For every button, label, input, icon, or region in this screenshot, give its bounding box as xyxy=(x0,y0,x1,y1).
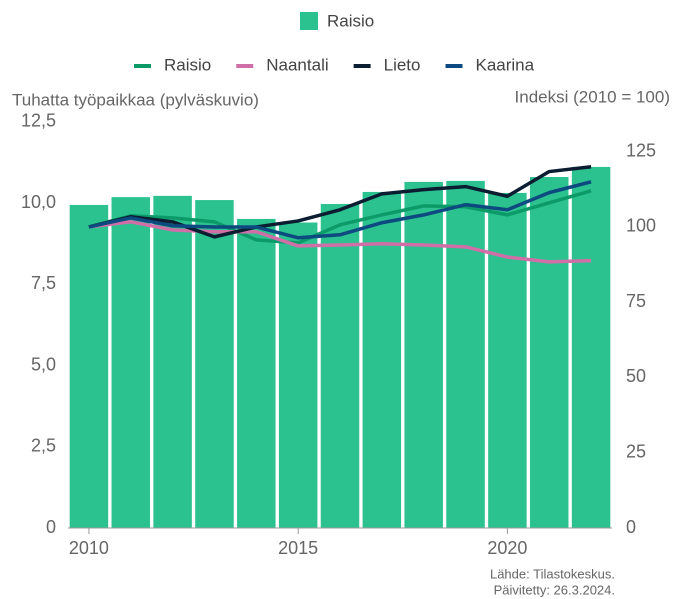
y2-tick-label: 125 xyxy=(626,140,656,160)
bar xyxy=(237,218,276,529)
y-tick-label: 0 xyxy=(46,517,56,537)
legend-swatch xyxy=(300,12,318,30)
y2-tick-label: 100 xyxy=(626,216,656,236)
legend-label: Raisio xyxy=(164,55,211,74)
y2-tick-label: 75 xyxy=(626,291,646,311)
bar xyxy=(153,195,192,528)
line xyxy=(88,164,592,239)
y2-axis-label: Indeksi (2010 = 100) xyxy=(515,87,670,106)
legend-label: Naantali xyxy=(266,55,328,74)
y2-tick-label: 50 xyxy=(626,366,646,386)
bar xyxy=(195,200,234,528)
y-tick-label: 5,0 xyxy=(31,354,56,374)
bar xyxy=(320,203,360,528)
legend-label: Raisio xyxy=(327,11,374,30)
legend-label: Lieto xyxy=(384,55,421,74)
x-tick-label: 2020 xyxy=(487,538,527,558)
source: Lähde: Tilastokeskus. xyxy=(490,566,615,581)
legend-label: Kaarina xyxy=(476,55,535,74)
bar xyxy=(111,197,151,528)
bar xyxy=(404,181,443,528)
x-tick-label: 2015 xyxy=(278,538,318,558)
line xyxy=(88,220,592,264)
bar xyxy=(488,192,527,529)
updated: Päivitetty: 26.3.2024. xyxy=(494,582,615,597)
y-tick-label: 10,0 xyxy=(21,192,56,212)
line xyxy=(88,180,592,240)
x-tick-label: 2010 xyxy=(69,538,109,558)
bar xyxy=(571,166,611,529)
y-tick-label: 7,5 xyxy=(31,273,56,293)
line xyxy=(88,189,592,245)
y-tick-label: 2,5 xyxy=(31,436,56,456)
y-axis-label: Tuhatta työpaikkaa (pylväskuvio) xyxy=(12,90,259,109)
bar xyxy=(362,191,402,528)
y2-tick-label: 25 xyxy=(626,441,646,461)
bar xyxy=(446,180,485,528)
bar xyxy=(529,177,569,528)
y2-tick-label: 0 xyxy=(626,517,636,537)
bar xyxy=(69,204,109,528)
bar xyxy=(278,222,318,528)
y-tick-label: 12,5 xyxy=(21,111,56,131)
